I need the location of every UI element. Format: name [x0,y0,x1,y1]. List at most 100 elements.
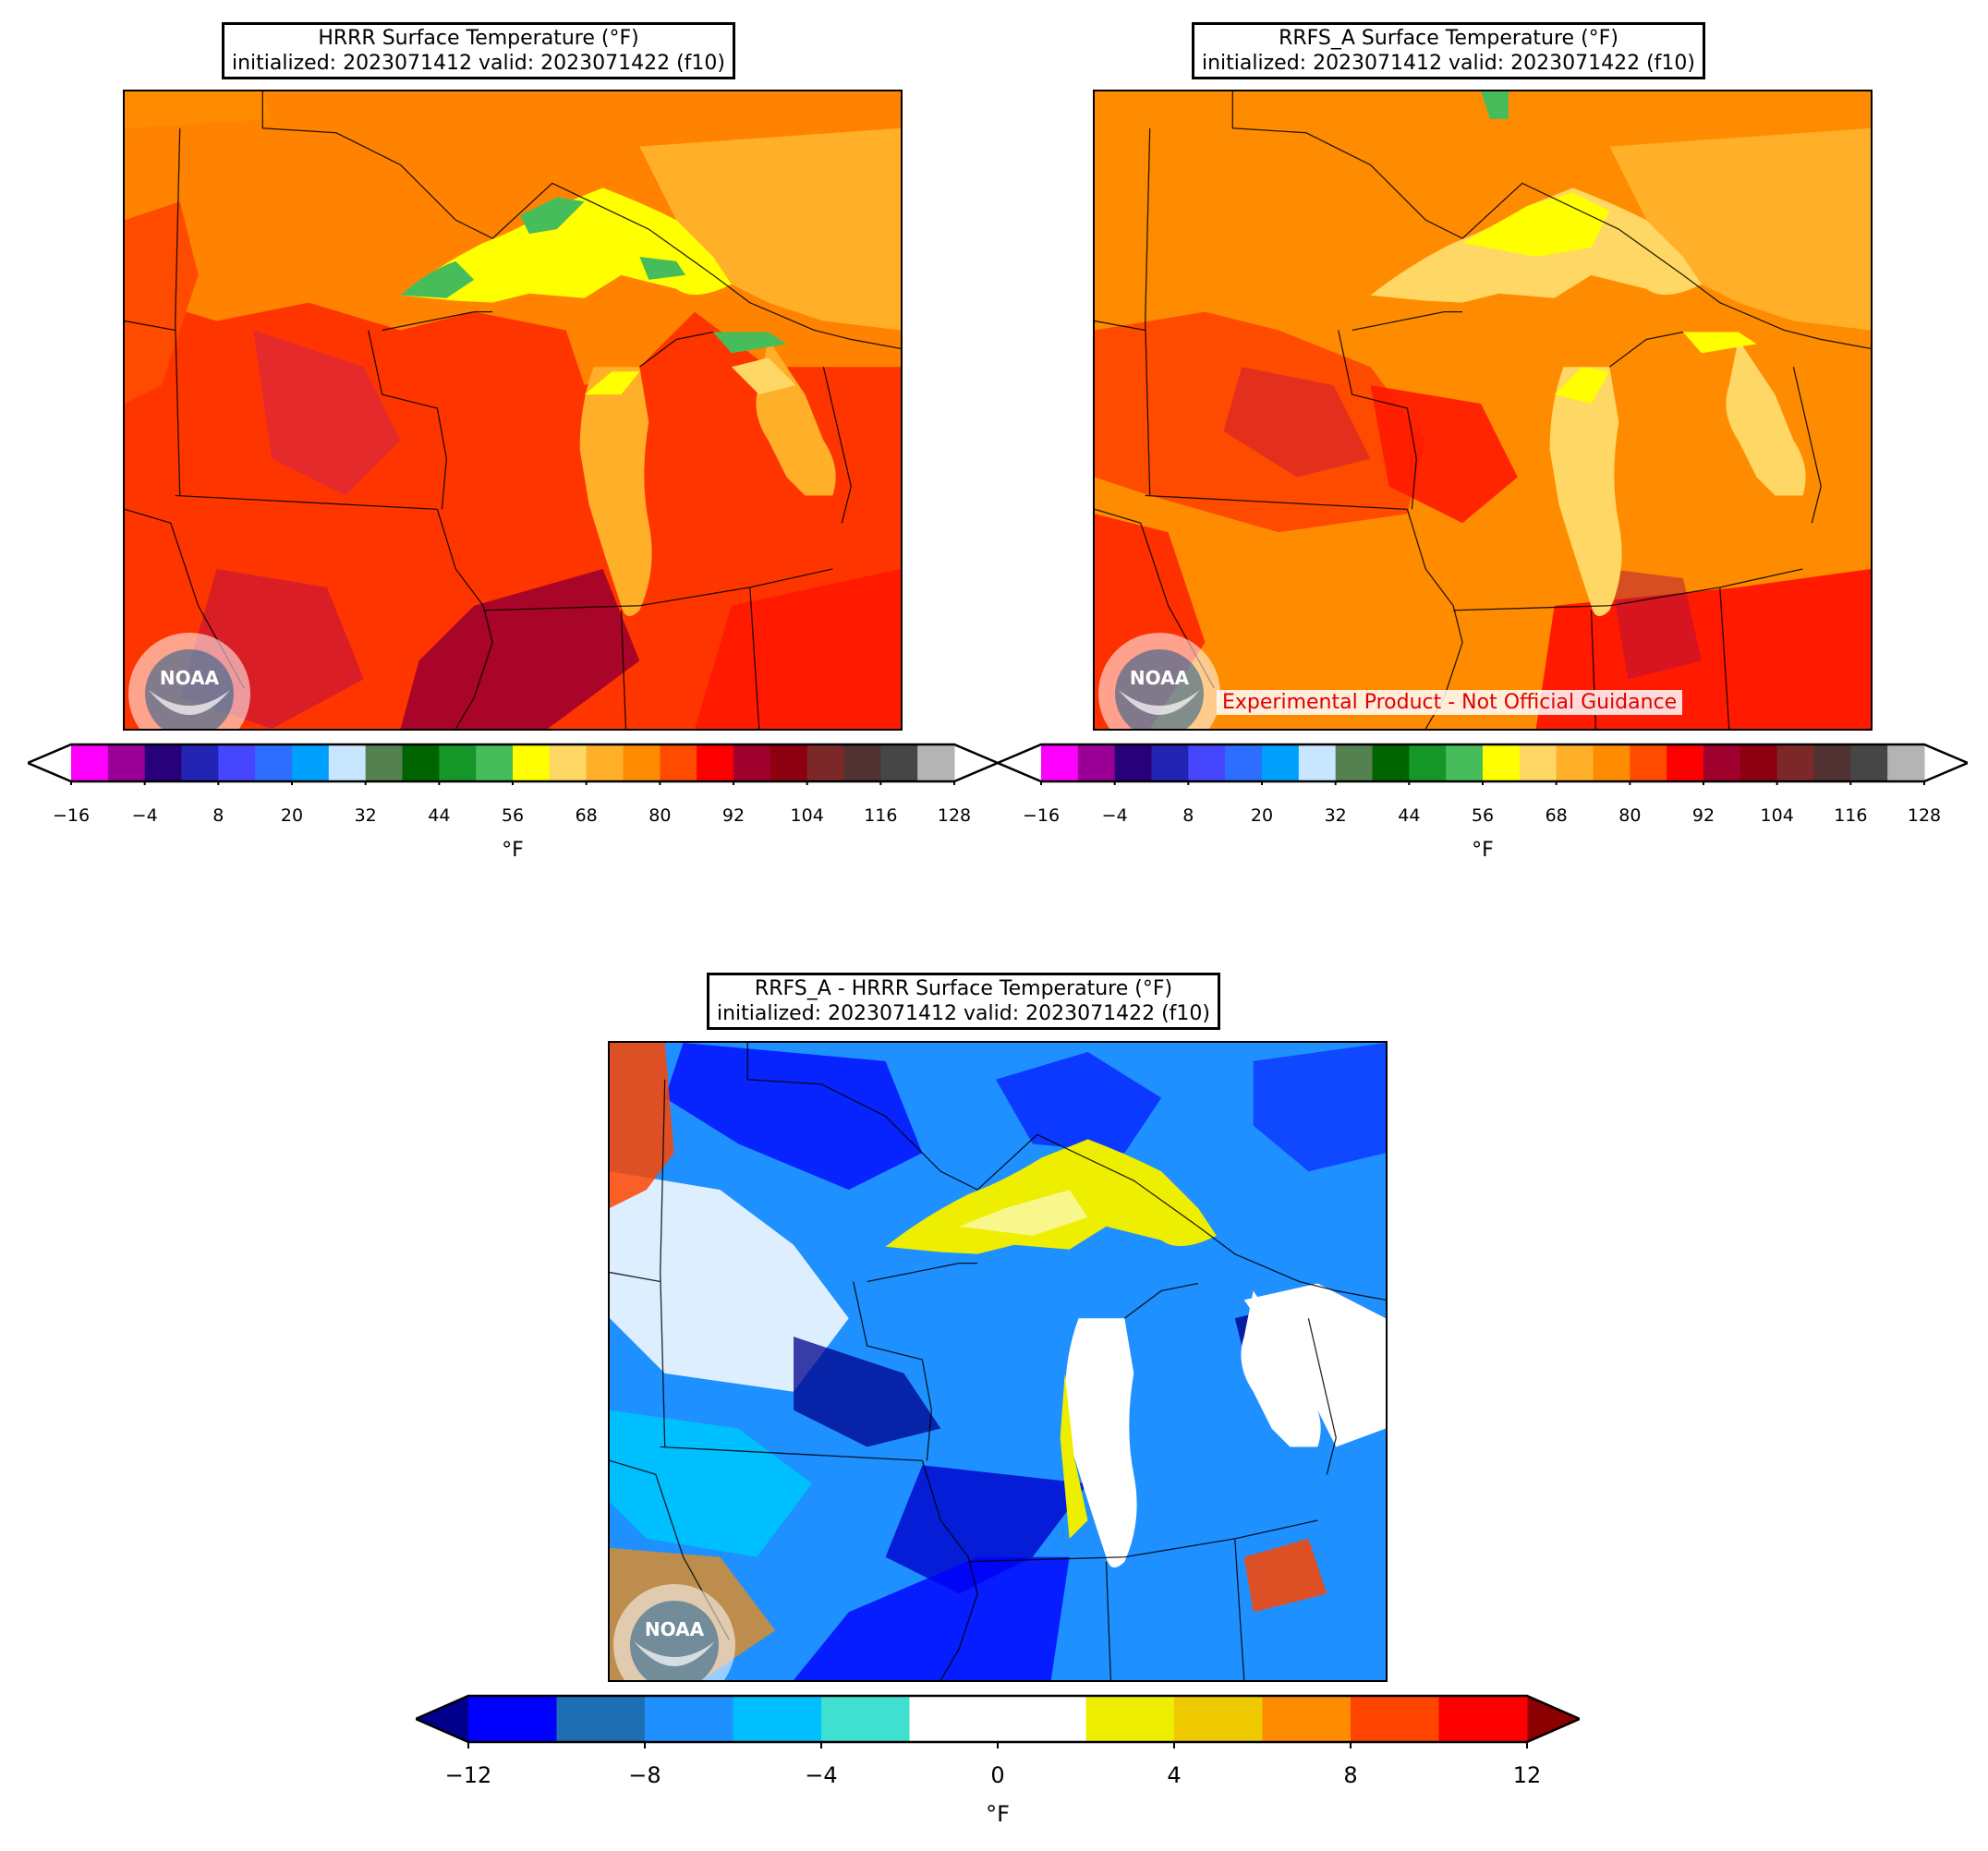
hrrr-colorbar-segment [439,744,477,781]
rrfs-colorbar-segment [1519,744,1558,781]
rrfs-colorbar [998,739,1968,785]
rrfs-colorbar-svg [998,743,1968,785]
rrfs-colorbar-tick-label: 8 [1182,805,1194,826]
rrfs-colorbar-segment [1593,744,1630,781]
hrrr-colorbar-extend-high [954,744,998,781]
diff-title-line2: initialized: 2023071412 valid: 202307142… [717,1002,1210,1025]
rrfs-colorbar-segment [1667,744,1704,781]
noaa-logo-text: NOAA [645,1618,705,1640]
rrfs-colorbar-segment [1114,744,1152,781]
rrfs-map: NOAA Experimental Product - Not Official… [1093,90,1873,731]
rrfs-colorbar-segment [1813,744,1851,781]
rrfs-colorbar-extend-low [998,744,1041,781]
diff-colorbar-extend-low [416,1696,468,1742]
rrfs-colorbar-segment [1740,744,1778,781]
hrrr-colorbar-segment [843,744,881,781]
diff-colorbar-segment [1262,1696,1352,1742]
diff-colorbar-segment [909,1696,999,1742]
rrfs-colorbar-unit: °F [1472,839,1494,862]
hrrr-colorbar-segment [328,744,367,781]
hrrr-colorbar-segment [806,744,844,781]
rrfs-colorbar-segment [1483,744,1521,781]
hrrr-colorbar-tick-label: −16 [52,805,91,826]
rrfs-colorbar-segment [1262,744,1300,781]
hrrr-colorbar-segment [586,744,624,781]
noaa-logo-hrrr: NOAA [125,629,254,729]
hrrr-title-line1: HRRR Surface Temperature (°F) [318,27,639,50]
hrrr-colorbar-tick-label: 56 [501,805,525,826]
hrrr-colorbar-tick-label: 80 [649,805,672,826]
rrfs-colorbar-segment [1151,744,1189,781]
rrfs-colorbar-segment [1041,744,1079,781]
diff-colorbar-tick-label: −8 [628,1762,661,1788]
hrrr-colorbar-segment [549,744,588,781]
hrrr-title-line2: initialized: 2023071412 valid: 202307142… [232,52,725,75]
rrfs-colorbar-segment [1225,744,1263,781]
hrrr-colorbar-segment [144,744,182,781]
rrfs-colorbar-tick-label: 56 [1471,805,1495,826]
noaa-logo-diff-icon: NOAA [613,1584,735,1680]
noaa-logo-hrrr-icon: NOAA [128,633,250,729]
rrfs-colorbar-segment [1630,744,1667,781]
rrfs-colorbar-tick-label: 68 [1545,805,1568,826]
diff-colorbar-tick-label: 4 [1167,1762,1182,1788]
hrrr-colorbar [28,739,998,785]
diff-colorbar-segment [1085,1696,1175,1742]
diff-colorbar-segment [468,1696,557,1742]
diff-title-line1: RRFS_A - HRRR Surface Temperature (°F) [754,977,1173,1000]
hrrr-colorbar-segment [623,744,661,781]
hrrr-title: HRRR Surface Temperature (°F) initialize… [222,22,735,79]
rrfs-colorbar-tick-label: 80 [1618,805,1642,826]
hrrr-colorbar-tick-label: 128 [937,805,972,826]
hrrr-colorbar-segment [770,744,808,781]
hrrr-colorbar-tick-label: 8 [212,805,224,826]
rrfs-colorbar-segment [1409,744,1447,781]
hrrr-colorbar-segment [402,744,440,781]
hrrr-colorbar-tick-label: 92 [721,805,746,826]
rrfs-colorbar-tick-label: 116 [1834,805,1868,826]
hrrr-colorbar-segment [107,744,146,781]
rrfs-colorbar-segment [1372,744,1410,781]
noaa-logo-diff: NOAA [610,1580,739,1680]
hrrr-colorbar-tick-label: 104 [790,805,824,826]
hrrr-colorbar-tick-label: 32 [354,805,377,826]
diff-colorbar-segment [556,1696,646,1742]
hrrr-colorbar-segment [218,744,256,781]
diff-colorbar-segment [733,1696,822,1742]
rrfs-colorbar-tick-label: 128 [1907,805,1942,826]
hrrr-colorbar-segment [880,744,918,781]
hrrr-colorbar-extend-low [28,744,71,781]
diff-colorbar-tick-label: −12 [444,1762,492,1788]
diff-colorbar-segment [645,1696,733,1742]
diff-colorbar-extend-high [1527,1696,1580,1742]
diff-colorbar-tick-label: 0 [990,1762,1005,1788]
rrfs-colorbar-tick-label: 20 [1250,805,1274,826]
hrrr-colorbar-svg [28,743,998,785]
diff-colorbar-segment [998,1696,1086,1742]
hrrr-colorbar-segment [917,744,955,781]
hrrr-colorbar-segment [365,744,403,781]
diff-colorbar-segment [821,1696,910,1742]
rrfs-colorbar-extend-high [1924,744,1968,781]
diff-colorbar [416,1690,1580,1749]
rrfs-colorbar-segment [1776,744,1814,781]
hrrr-colorbar-segment [660,744,697,781]
hrrr-colorbar-segment [697,744,734,781]
diff-colorbar-tick-label: 12 [1512,1762,1542,1788]
noaa-logo-rrfs-icon: NOAA [1098,633,1220,729]
rrfs-colorbar-segment [1556,744,1594,781]
rrfs-colorbar-segment [1703,744,1741,781]
hrrr-colorbar-segment [255,744,293,781]
rrfs-colorbar-segment [1077,744,1116,781]
hrrr-colorbar-segment [733,744,771,781]
rrfs-colorbar-segment [1446,744,1484,781]
rrfs-title: RRFS_A Surface Temperature (°F) initiali… [1192,22,1705,79]
rrfs-colorbar-tick-label: 44 [1398,805,1421,826]
rrfs-colorbar-segment [1850,744,1888,781]
diff-colorbar-segment [1438,1696,1528,1742]
rrfs-colorbar-segment [1298,744,1337,781]
diff-colorbar-tick-label: −4 [805,1762,838,1788]
diff-colorbar-tick-label: 8 [1343,1762,1358,1788]
diff-colorbar-segment [1174,1696,1263,1742]
hrrr-colorbar-tick-label: 20 [280,805,304,826]
